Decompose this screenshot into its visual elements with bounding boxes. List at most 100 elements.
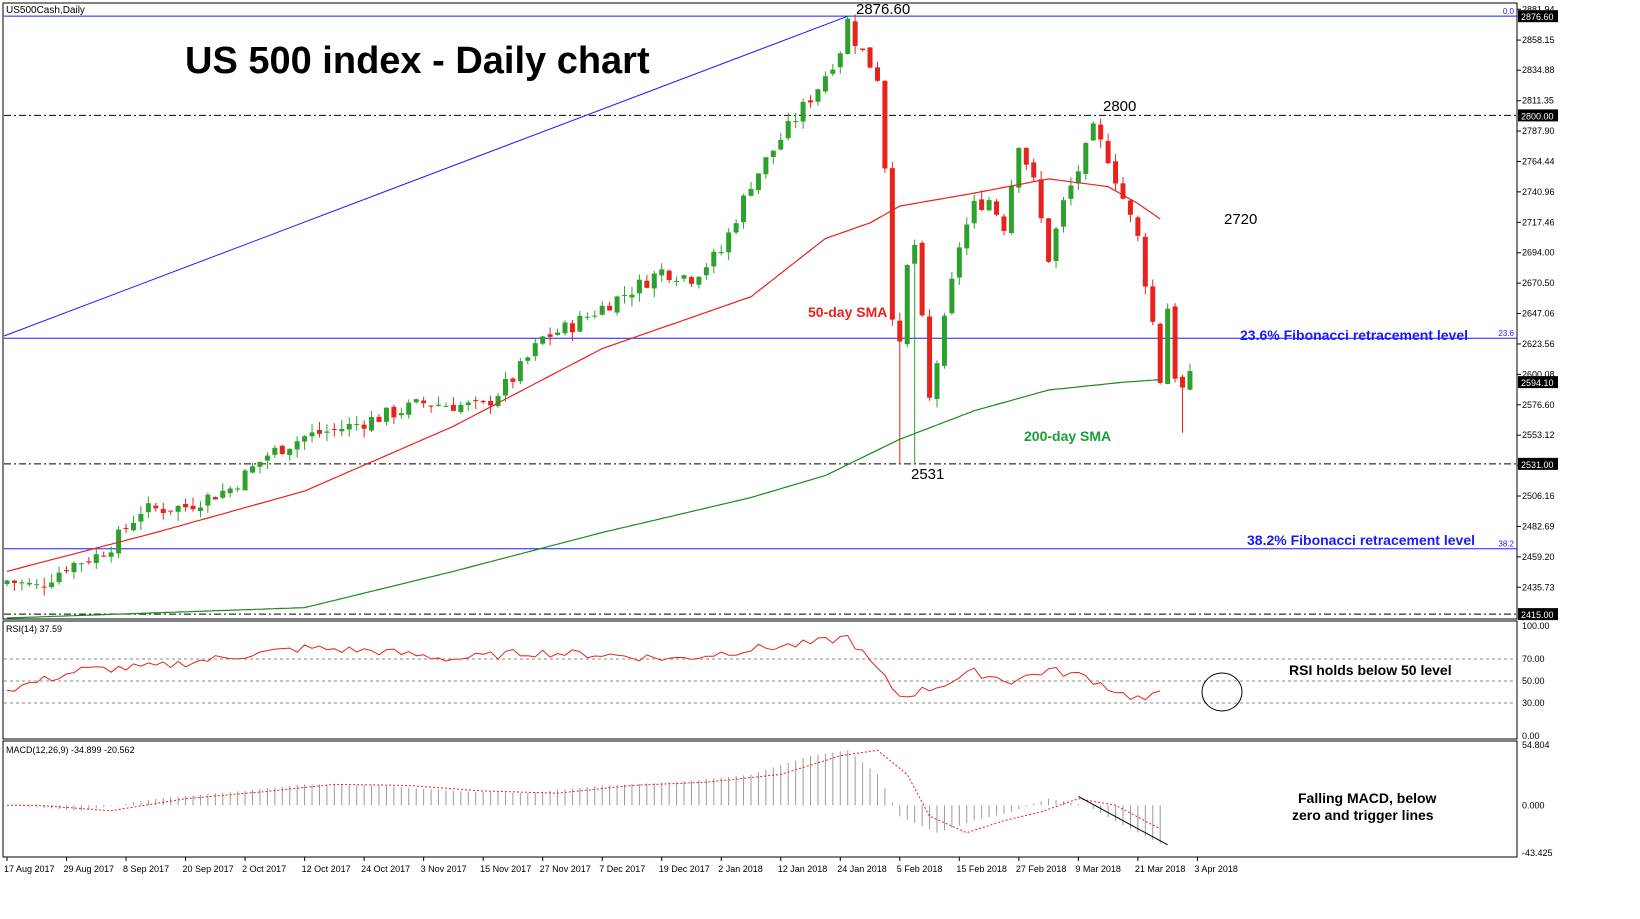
candle-body	[927, 316, 933, 398]
candle-body	[183, 503, 189, 508]
candle-body	[1180, 376, 1186, 388]
candle-body	[867, 47, 873, 68]
price-tick-label: 2435.73	[1522, 582, 1555, 592]
candle-body	[480, 400, 486, 403]
sma200-label: 200-day SMA	[1024, 428, 1111, 444]
candle-body	[250, 466, 256, 473]
candle-body	[376, 416, 382, 422]
macd-tick-label: 0.000	[1522, 800, 1545, 810]
candle-body	[465, 402, 471, 406]
price-box-label: 2800.00	[1521, 111, 1554, 121]
price-box	[1518, 608, 1558, 621]
candle-body	[1142, 236, 1148, 287]
candle-body	[912, 244, 918, 264]
candle-body	[718, 251, 724, 254]
candle-body	[1105, 140, 1111, 164]
level-2800-label: 2800	[1103, 98, 1136, 115]
candle-body	[488, 400, 494, 406]
price-box	[1518, 109, 1558, 122]
date-tick-label: 20 Sep 2017	[183, 864, 234, 874]
candle-body	[659, 269, 665, 276]
date-tick-label: 21 Mar 2018	[1135, 864, 1186, 874]
candle-body	[956, 247, 962, 278]
candle-body	[361, 424, 367, 429]
candle-body	[34, 584, 40, 586]
candle-body	[629, 294, 635, 298]
candle-body	[473, 400, 479, 402]
candle-body	[994, 201, 1000, 215]
price-tick-label: 2787.90	[1522, 126, 1555, 136]
candle-body	[599, 305, 605, 315]
date-tick-label: 15 Nov 2017	[480, 864, 531, 874]
candle-body	[443, 406, 449, 408]
candle-body	[622, 294, 628, 296]
candle-body	[168, 510, 174, 512]
candle-body	[1008, 185, 1014, 234]
candle-body	[413, 399, 419, 403]
date-tick-label: 24 Jan 2018	[837, 864, 887, 874]
macd-note-line2: zero and trigger lines	[1292, 807, 1434, 823]
candle-body	[242, 470, 248, 491]
candle-body	[1075, 171, 1081, 184]
rsi-header: RSI(14) 37.59	[6, 624, 62, 634]
candle-body	[272, 447, 278, 455]
price-tick-label: 2600.08	[1522, 369, 1555, 379]
chart-title: US 500 index - Daily chart	[185, 40, 650, 82]
candle-body	[287, 448, 293, 456]
candle-body	[93, 554, 99, 563]
price-tick-label: 2694.00	[1522, 248, 1555, 258]
price-tick-label: 2647.06	[1522, 309, 1555, 319]
candle-body	[138, 514, 144, 522]
candle-body	[1120, 183, 1126, 199]
rsi-tick-label: 70.00	[1522, 654, 1545, 664]
candle-body	[674, 280, 680, 282]
candle-body	[339, 428, 345, 432]
macd-falling-trendline	[1078, 796, 1168, 846]
date-tick-label: 5 Feb 2018	[897, 864, 943, 874]
date-tick-label: 8 Sep 2017	[123, 864, 169, 874]
candle-body	[614, 296, 620, 313]
candle-body	[726, 232, 732, 253]
candle-body	[808, 100, 814, 103]
candle-body	[78, 563, 84, 565]
price-box	[1518, 457, 1558, 470]
level-lines	[4, 15, 1517, 615]
candle-body	[748, 188, 754, 196]
candle-body	[64, 570, 70, 572]
candle-body	[569, 323, 575, 333]
candle-body	[822, 76, 828, 92]
price-tick-label: 2811.35	[1522, 96, 1554, 106]
date-tick-label: 12 Oct 2017	[302, 864, 351, 874]
date-tick-label: 17 Aug 2017	[4, 864, 55, 874]
candle-body	[1023, 147, 1029, 165]
candle-body	[309, 432, 315, 437]
candle-body	[889, 168, 895, 320]
candle-body	[502, 378, 508, 396]
candle-body	[785, 121, 791, 139]
candle-body	[302, 436, 308, 442]
candle-body	[860, 48, 866, 50]
high-label: 2876.60	[856, 1, 910, 18]
candle-body	[428, 405, 434, 407]
candle-body	[815, 89, 821, 102]
macd-signal-line	[7, 749, 1161, 834]
moving-averages	[6, 178, 1161, 619]
candle-body	[421, 400, 427, 404]
candle-body	[153, 505, 159, 509]
candle-body	[741, 195, 747, 223]
candle-body	[1150, 286, 1156, 322]
rsi-highlight-circle	[1201, 672, 1243, 712]
candle-body	[41, 586, 47, 588]
candle-body	[1090, 123, 1096, 141]
price-box-label: 2531.00	[1521, 460, 1554, 470]
candle-body	[636, 279, 642, 294]
candle-body	[964, 224, 970, 249]
candle-body	[577, 315, 583, 332]
candle-body	[688, 277, 694, 284]
candle-body	[257, 461, 263, 467]
candle-body	[264, 455, 270, 461]
candle-body	[904, 265, 910, 345]
date-tick-label: 2 Jan 2018	[718, 864, 763, 874]
macd-tick-label: 54.804	[1522, 740, 1550, 750]
